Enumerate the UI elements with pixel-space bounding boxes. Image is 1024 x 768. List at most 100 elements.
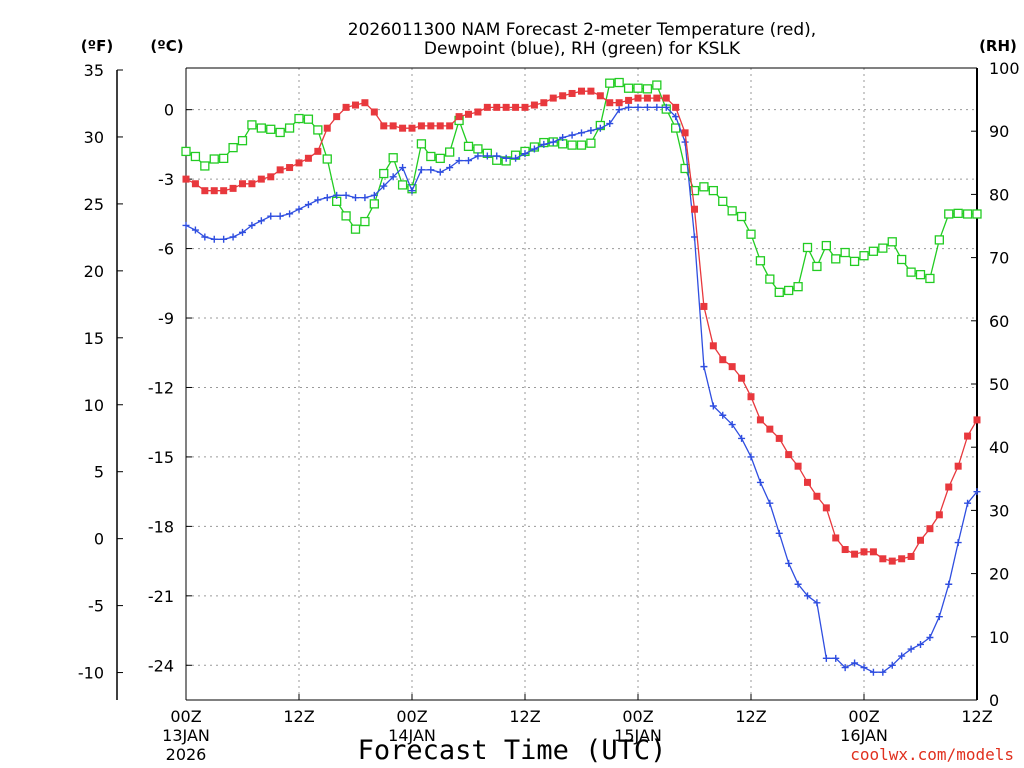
temperature-point <box>747 393 755 401</box>
temperature-point <box>945 483 953 491</box>
dewpoint-point <box>342 191 350 199</box>
rh-point <box>416 139 427 149</box>
dewpoint-point <box>361 194 369 202</box>
temperature-point <box>436 122 444 130</box>
rh-point <box>623 83 634 93</box>
rh-point <box>878 243 888 253</box>
rh-point <box>925 273 935 284</box>
temperature-point <box>257 175 265 183</box>
temperature-point <box>822 504 830 512</box>
celsius-tick-label: -15 <box>148 448 174 467</box>
time-tick-label: 00Z <box>170 707 201 726</box>
dewpoint-point <box>681 138 689 146</box>
temperature-point <box>389 122 397 130</box>
dewpoint-point <box>954 539 962 547</box>
temperature-point <box>587 87 595 95</box>
dewpoint-point <box>427 166 435 174</box>
rh-point <box>473 144 483 154</box>
rh-point <box>435 153 445 164</box>
dewpoint-point <box>606 120 614 128</box>
chart-title-line2: Dewpoint (blue), RH (green) for KSLK <box>424 39 741 59</box>
dewpoint-point <box>898 652 906 660</box>
rh-tick-label: 0 <box>989 691 999 710</box>
temperature-point <box>869 548 877 556</box>
rh-point <box>831 254 841 264</box>
dewpoint-point <box>813 599 821 607</box>
temperature-point <box>851 550 859 558</box>
time-tick-label: 00Z <box>848 707 879 726</box>
dewpoint-point <box>766 499 774 507</box>
temperature-point <box>681 129 689 137</box>
dewpoint-point <box>295 205 303 213</box>
dewpoint-point <box>785 559 793 567</box>
dewpoint-point <box>756 478 764 486</box>
dewpoint-point <box>672 113 680 121</box>
dewpoint-point <box>907 645 915 653</box>
dewpoint-series <box>182 103 981 676</box>
temperature-point <box>559 92 567 100</box>
temperature-point <box>239 180 246 188</box>
rh-point <box>784 285 794 296</box>
celsius-tick-label: -21 <box>148 587 174 606</box>
dewpoint-point <box>832 654 840 662</box>
rh-point <box>567 140 577 150</box>
dewpoint-point <box>964 499 972 507</box>
fahrenheit-tick-label: -5 <box>88 597 104 616</box>
temperature-point <box>766 425 774 433</box>
series-layer <box>181 77 982 676</box>
rh-point <box>868 246 879 256</box>
temperature-point <box>775 434 783 442</box>
temperature-point <box>615 99 623 107</box>
temperature-point <box>738 374 746 382</box>
temperature-point <box>210 187 218 195</box>
rh-point <box>887 237 897 247</box>
temperature-point <box>643 94 651 102</box>
rh-point <box>859 251 869 261</box>
rh-point <box>256 123 266 133</box>
rh-tick-label: 70 <box>989 249 1009 268</box>
temperature-line <box>185 90 978 562</box>
rh-point <box>275 127 285 138</box>
temperature-point <box>634 94 642 102</box>
dewpoint-point <box>521 150 529 158</box>
temperature-point <box>295 159 303 167</box>
rh-point <box>746 229 756 239</box>
rh-point <box>369 199 379 209</box>
temperature-point <box>653 94 661 102</box>
dewpoint-point <box>191 226 199 234</box>
temperature-point <box>446 122 454 130</box>
rh-point <box>699 182 709 192</box>
rh-unit-label: (RH) <box>979 37 1017 55</box>
rh-point <box>200 161 210 171</box>
celsius-tick-label: -3 <box>158 170 174 189</box>
rh-point <box>897 254 907 265</box>
dewpoint-point <box>239 228 246 236</box>
rh-point <box>793 282 803 292</box>
dewpoint-point <box>201 233 209 241</box>
rh-point <box>190 151 201 162</box>
rh-point <box>426 151 436 162</box>
rh-point <box>586 138 596 148</box>
rh-point <box>576 140 587 150</box>
gridlines <box>186 68 977 700</box>
rh-point <box>944 209 954 219</box>
dewpoint-point <box>446 164 454 172</box>
rh-tick-label: 60 <box>989 312 1009 331</box>
rh-tick-label: 90 <box>989 122 1009 141</box>
dewpoint-point <box>417 166 425 174</box>
dewpoint-point <box>794 580 802 588</box>
rh-point <box>445 147 455 157</box>
dewpoint-point <box>389 173 397 181</box>
rh-point <box>802 242 813 253</box>
dewpoint-point <box>888 661 896 669</box>
temperature-point <box>954 462 962 470</box>
dewpoint-point <box>719 411 727 419</box>
dewpoint-point <box>483 152 491 160</box>
dewpoint-point <box>700 363 708 371</box>
temperature-point <box>361 99 369 107</box>
rh-point <box>360 216 370 227</box>
rh-point <box>755 256 766 266</box>
dewpoint-point <box>596 124 604 132</box>
rh-point <box>849 256 860 267</box>
